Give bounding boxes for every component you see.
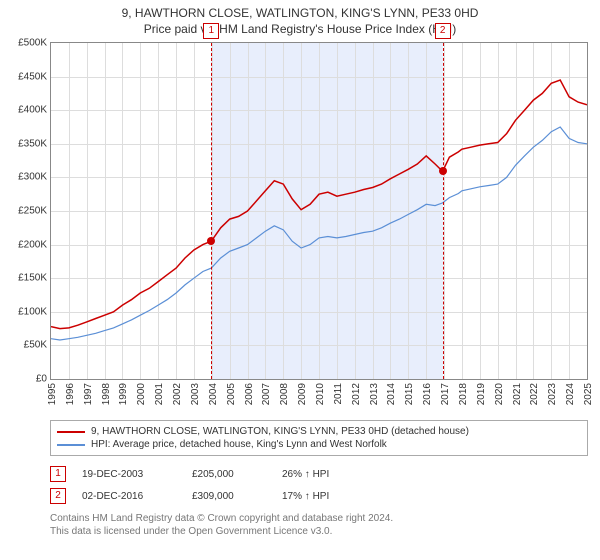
legend-swatch xyxy=(57,431,85,433)
transaction-pct: 17% ↑ HPI xyxy=(282,491,362,502)
legend-item: 9, HAWTHORN CLOSE, WATLINGTON, KING'S LY… xyxy=(57,425,581,438)
transaction-marker-box: 2 xyxy=(435,23,451,39)
y-tick-label: £400K xyxy=(18,105,47,116)
x-tick-label: 2016 xyxy=(422,383,433,405)
x-tick-label: 2007 xyxy=(261,383,272,405)
x-tick-label: 2017 xyxy=(440,383,451,405)
x-tick-label: 2018 xyxy=(458,383,469,405)
transaction-marker-box: 1 xyxy=(203,23,219,39)
transaction-point xyxy=(207,237,215,245)
title-address: 9, HAWTHORN CLOSE, WATLINGTON, KING'S LY… xyxy=(0,6,600,20)
transaction-marker: 2 xyxy=(50,488,66,504)
footnote: Contains HM Land Registry data © Crown c… xyxy=(50,512,588,538)
x-tick-label: 1999 xyxy=(118,383,129,405)
y-tick-label: £500K xyxy=(18,38,47,49)
transaction-date: 19-DEC-2003 xyxy=(82,469,192,480)
legend-label: HPI: Average price, detached house, King… xyxy=(91,439,387,450)
y-tick-label: £450K xyxy=(18,71,47,82)
x-tick-label: 2021 xyxy=(512,383,523,405)
x-tick-label: 2024 xyxy=(565,383,576,405)
y-tick-label: £150K xyxy=(18,273,47,284)
x-tick-label: 2019 xyxy=(476,383,487,405)
chart-svg xyxy=(51,43,587,379)
x-tick-label: 2010 xyxy=(315,383,326,405)
footnote-line2: This data is licensed under the Open Gov… xyxy=(50,525,588,538)
x-tick-label: 2011 xyxy=(333,383,344,405)
series-line-hpi xyxy=(51,127,587,340)
y-tick-label: £0 xyxy=(36,374,47,385)
x-tick-label: 2023 xyxy=(547,383,558,405)
x-tick-label: 2022 xyxy=(529,383,540,405)
x-tick-label: 2025 xyxy=(583,383,594,405)
legend-swatch xyxy=(57,444,85,446)
x-tick-label: 2000 xyxy=(136,383,147,405)
transaction-price: £205,000 xyxy=(192,469,282,480)
x-tick-label: 2004 xyxy=(208,383,219,405)
x-tick-label: 2014 xyxy=(386,383,397,405)
title-subtitle: Price paid vs. HM Land Registry's House … xyxy=(0,22,600,36)
x-tick-label: 2013 xyxy=(369,383,380,405)
x-tick-label: 2008 xyxy=(279,383,290,405)
y-tick-label: £300K xyxy=(18,172,47,183)
transactions-table: 1 19-DEC-2003 £205,000 26% ↑ HPI 2 02-DE… xyxy=(50,466,588,504)
title-block: 9, HAWTHORN CLOSE, WATLINGTON, KING'S LY… xyxy=(0,0,600,38)
x-tick-label: 2003 xyxy=(190,383,201,405)
y-tick-label: £350K xyxy=(18,138,47,149)
transaction-price: £309,000 xyxy=(192,491,282,502)
legend-box: 9, HAWTHORN CLOSE, WATLINGTON, KING'S LY… xyxy=(50,420,588,456)
x-tick-label: 1997 xyxy=(83,383,94,405)
x-tick-label: 2012 xyxy=(351,383,362,405)
series-line-price_paid xyxy=(51,80,587,329)
y-tick-label: £50K xyxy=(24,340,47,351)
transaction-pct: 26% ↑ HPI xyxy=(282,469,362,480)
footnote-line1: Contains HM Land Registry data © Crown c… xyxy=(50,512,588,525)
x-tick-label: 2005 xyxy=(226,383,237,405)
y-tick-label: £250K xyxy=(18,206,47,217)
chart-container: 9, HAWTHORN CLOSE, WATLINGTON, KING'S LY… xyxy=(0,0,600,560)
transaction-vline xyxy=(443,43,444,379)
transaction-vline xyxy=(211,43,212,379)
legend-label: 9, HAWTHORN CLOSE, WATLINGTON, KING'S LY… xyxy=(91,426,469,437)
x-tick-label: 1995 xyxy=(47,383,58,405)
x-tick-label: 2020 xyxy=(494,383,505,405)
y-tick-label: £200K xyxy=(18,239,47,250)
x-tick-label: 1996 xyxy=(65,383,76,405)
x-tick-label: 2015 xyxy=(404,383,415,405)
transaction-row: 2 02-DEC-2016 £309,000 17% ↑ HPI xyxy=(50,488,588,504)
x-tick-label: 1998 xyxy=(101,383,112,405)
transaction-date: 02-DEC-2016 xyxy=(82,491,192,502)
transaction-point xyxy=(439,167,447,175)
x-tick-label: 2009 xyxy=(297,383,308,405)
y-tick-label: £100K xyxy=(18,306,47,317)
legend-item: HPI: Average price, detached house, King… xyxy=(57,438,581,451)
chart-plot-area: £0£50K£100K£150K£200K£250K£300K£350K£400… xyxy=(50,42,588,380)
x-tick-label: 2002 xyxy=(172,383,183,405)
x-tick-label: 2001 xyxy=(154,383,165,405)
transaction-marker: 1 xyxy=(50,466,66,482)
x-tick-label: 2006 xyxy=(244,383,255,405)
transaction-row: 1 19-DEC-2003 £205,000 26% ↑ HPI xyxy=(50,466,588,482)
